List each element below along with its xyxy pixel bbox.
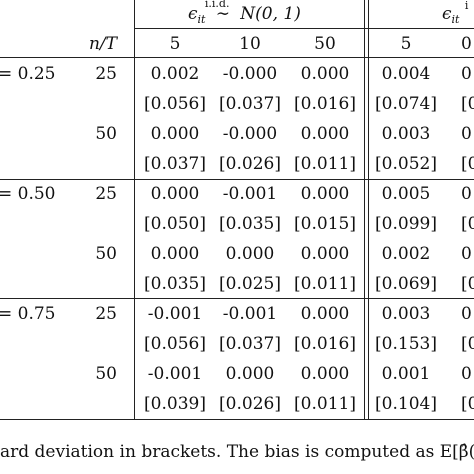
group2-header: ϵit i [442,0,469,26]
table-cell: 0 [461,64,472,84]
rule-between-tau-blocks-1 [0,179,474,180]
table-cell: [0.011] [294,394,356,414]
table-cell: [0.039] [144,394,206,414]
table-cell: 0.000 [150,244,200,264]
n-value: 50 [95,364,117,384]
table-cell: [0.035] [144,274,206,294]
table-cell: -0.001 [147,304,203,324]
table-cell: 0 [461,184,472,204]
table-cell: [0.037] [219,94,281,114]
rule-vertical-left [134,0,135,420]
table-cell: 0.002 [381,244,431,264]
table-cell: 0 [461,364,472,384]
group1-header: ϵit i.i.d. ∼ N(0, 1) [188,0,301,26]
table-cell: 0.000 [300,184,350,204]
table-cell: 0.003 [381,124,431,144]
table-cell: [0.037] [219,334,281,354]
table-cell: 0.003 [381,304,431,324]
table-cell: 0.000 [300,244,350,264]
rule-vertical-double-b [368,0,369,420]
table-cell: 0 [461,244,472,264]
table-cell: [0.037] [144,154,206,174]
table-cell: [0.016] [294,334,356,354]
table-cell: 0.000 [300,124,350,144]
nT-column-label: n/T [88,34,117,54]
table-cell: [0.050] [144,214,206,234]
table-cell: [0.035] [219,214,281,234]
table-cell: 0.004 [381,64,431,84]
table-cell: [0 [461,334,474,354]
rule-under-group-header [134,28,474,29]
tau-label: = 0.75 [0,304,56,324]
table-cell: [0.056] [144,334,206,354]
col-header-T5: 5 [169,34,181,54]
n-value: 50 [95,244,117,264]
table-cell: 0.000 [300,364,350,384]
table-cell: 0.000 [150,184,200,204]
table-cell: [0.011] [294,154,356,174]
table-cell: [0 [461,214,474,234]
table-cell: [0 [461,394,474,414]
table-cell: [0.011] [294,274,356,294]
table-cell: [0.056] [144,94,206,114]
table-cell: 0 [461,124,472,144]
table-cell: 0.000 [300,64,350,84]
table-cell: [0.069] [375,274,437,294]
col-header-T10: 10 [239,34,261,54]
col-header-T50: 50 [314,34,336,54]
table-cell: [0.026] [219,154,281,174]
col2-header-T10: 0 [461,34,472,54]
table-cell: 0.001 [381,364,431,384]
table-cell: 0.005 [381,184,431,204]
n-value: 25 [95,64,117,84]
table-cell: [0.016] [294,94,356,114]
table-cell: -0.001 [147,364,203,384]
table-cell: [0.026] [219,394,281,414]
table-cell: [0 [461,94,474,114]
table-cell: [0 [461,274,474,294]
rule-vertical-double-a [364,0,365,420]
table-cell: [0 [461,154,474,174]
table-cell: [0.099] [375,214,437,234]
table-footnote: ard deviation in brackets. The bias is c… [0,442,474,462]
table-cell: -0.001 [222,184,278,204]
table-cell: 0 [461,304,472,324]
table-cell: [0.074] [375,94,437,114]
table-cell: 0.000 [150,124,200,144]
rule-table-bottom [0,419,474,420]
table-cell: [0.025] [219,274,281,294]
table-cell: -0.000 [222,124,278,144]
tau-label: = 0.25 [0,64,56,84]
table-cell: [0.052] [375,154,437,174]
n-value: 25 [95,184,117,204]
n-value: 50 [95,124,117,144]
table-cell: [0.153] [375,334,437,354]
table-cell: 0.000 [300,304,350,324]
rule-between-tau-blocks-2 [0,298,474,299]
table-cell: -0.001 [222,304,278,324]
table-cell: 0.000 [225,244,275,264]
table-cell: 0.000 [225,364,275,384]
n-value: 25 [95,304,117,324]
table-cell: [0.015] [294,214,356,234]
col2-header-T5: 5 [400,34,412,54]
table-cell: [0.104] [375,394,437,414]
tau-label: = 0.50 [0,184,56,204]
table-cell: -0.000 [222,64,278,84]
table-cell: 0.002 [150,64,200,84]
rule-under-column-header [0,57,474,58]
